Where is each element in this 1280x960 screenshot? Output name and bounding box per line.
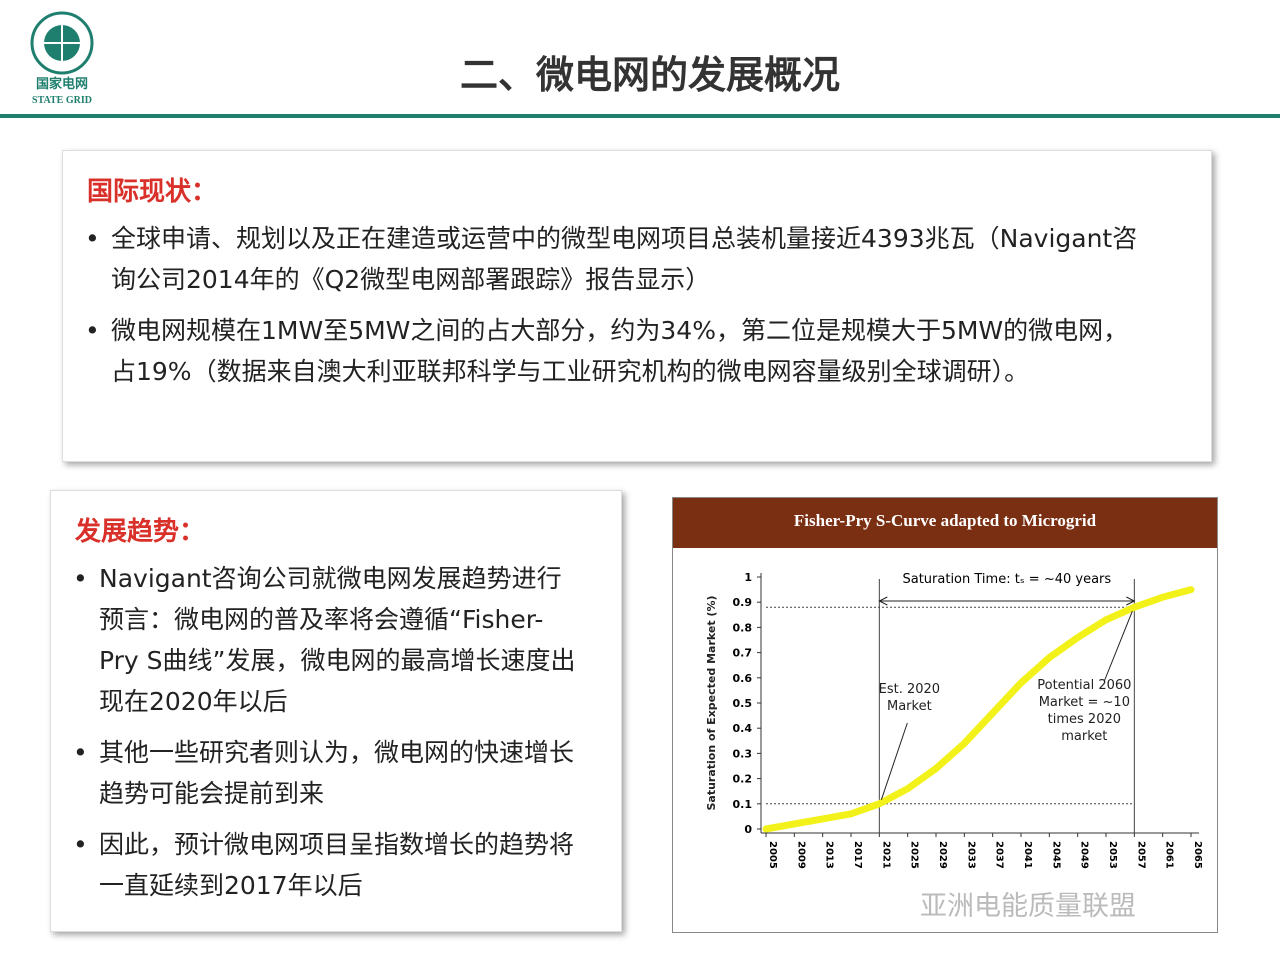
x-tick-label: 2037 bbox=[994, 841, 1005, 869]
annotation: Saturation Time: tₛ = ~40 years bbox=[902, 572, 1111, 587]
bullet: 微电网规模在1MW至5MW之间的占大部分，约为34%，第二位是规模大于5MW的微… bbox=[85, 310, 1151, 392]
y-tick-label: 0.9 bbox=[733, 596, 753, 609]
y-tick-label: 0.2 bbox=[733, 773, 753, 786]
x-tick-label: 2029 bbox=[937, 841, 948, 869]
y-tick-label: 1 bbox=[744, 571, 752, 584]
y-tick-label: 0.6 bbox=[733, 672, 753, 685]
y-tick-label: 0 bbox=[744, 823, 752, 836]
annotation: Est. 2020 Market bbox=[878, 682, 941, 714]
bullet: 全球申请、规划以及正在建造或运营中的微型电网项目总装机量接近4393兆瓦（Nav… bbox=[85, 218, 1151, 300]
arrow bbox=[878, 596, 1136, 606]
bullet: 其他一些研究者则认为，微电网的快速增长趋势可能会提前到来 bbox=[73, 732, 579, 814]
x-tick-label: 2041 bbox=[1022, 841, 1033, 869]
y-tick-label: 0.5 bbox=[733, 697, 753, 710]
annotation-box: Est. 2020 Market bbox=[878, 682, 941, 714]
x-tick-label: 2021 bbox=[880, 841, 891, 869]
y-tick-label: 0.4 bbox=[733, 722, 753, 735]
title: 二、微电网的发展概况 bbox=[459, 53, 840, 97]
annotation-box: Potential 2060 Market = ~10 times 2020 m… bbox=[1037, 678, 1132, 744]
x-tick-label: 2061 bbox=[1164, 841, 1175, 869]
x-tick-label: 2017 bbox=[852, 841, 863, 869]
x-tick-label: 2057 bbox=[1135, 841, 1146, 869]
logo: 国家电网 STATE GRID bbox=[30, 11, 94, 106]
watermark: 亚洲电能质量联盟 bbox=[920, 891, 1136, 922]
section-current: 国际现状： 全球申请、规划以及正在建造或运营中的微型电网项目总装机量接近4393… bbox=[62, 150, 1212, 462]
x-tick-label: 2053 bbox=[1107, 841, 1118, 869]
y-tick-label: 0.1 bbox=[733, 798, 753, 811]
logo-cn: 国家电网 bbox=[36, 76, 88, 92]
heading: 国际现状： bbox=[87, 177, 218, 207]
chart: Fisher-Pry S-Curve adapted to Microgrid … bbox=[672, 497, 1218, 933]
y-tick-label: 0.8 bbox=[733, 621, 753, 634]
y-tick-label: 0.3 bbox=[733, 747, 753, 760]
x-tick-label: 2033 bbox=[965, 841, 976, 869]
arrow bbox=[880, 722, 908, 800]
x-tick-label: 2045 bbox=[1050, 841, 1061, 869]
section-trend: 发展趋势： Navigant咨询公司就微电网发展趋势进行预言：微电网的普及率将会… bbox=[50, 490, 622, 932]
curve bbox=[762, 586, 1195, 833]
x-tick-label: 2013 bbox=[824, 841, 835, 869]
x-tick-label: 2009 bbox=[795, 841, 806, 869]
annotation: Potential 2060 Market = ~10 times 2020 m… bbox=[1037, 678, 1132, 744]
arrow bbox=[1103, 611, 1133, 682]
bullet: 因此，预计微电网项目呈指数增长的趋势将一直延续到2017年以后 bbox=[73, 824, 579, 906]
x-tick-label: 2065 bbox=[1192, 841, 1203, 869]
divider bbox=[0, 114, 1280, 118]
bullet: Navigant咨询公司就微电网发展趋势进行预言：微电网的普及率将会遵循“Fis… bbox=[73, 558, 579, 722]
x-tick-label: 2049 bbox=[1079, 841, 1090, 869]
logo-en: STATE GRID bbox=[32, 95, 92, 106]
x-tick-label: 2005 bbox=[767, 841, 778, 869]
heading: 发展趋势： bbox=[75, 517, 206, 547]
ref-line bbox=[878, 579, 1135, 833]
y-tick-label: 0.7 bbox=[733, 647, 753, 660]
chart-title: Fisher-Pry S-Curve adapted to Microgrid bbox=[794, 511, 1097, 530]
y-label: Saturation of Expected Market (%) bbox=[705, 595, 718, 810]
ref-line bbox=[766, 606, 1143, 805]
x-tick-label: 2025 bbox=[909, 841, 920, 869]
